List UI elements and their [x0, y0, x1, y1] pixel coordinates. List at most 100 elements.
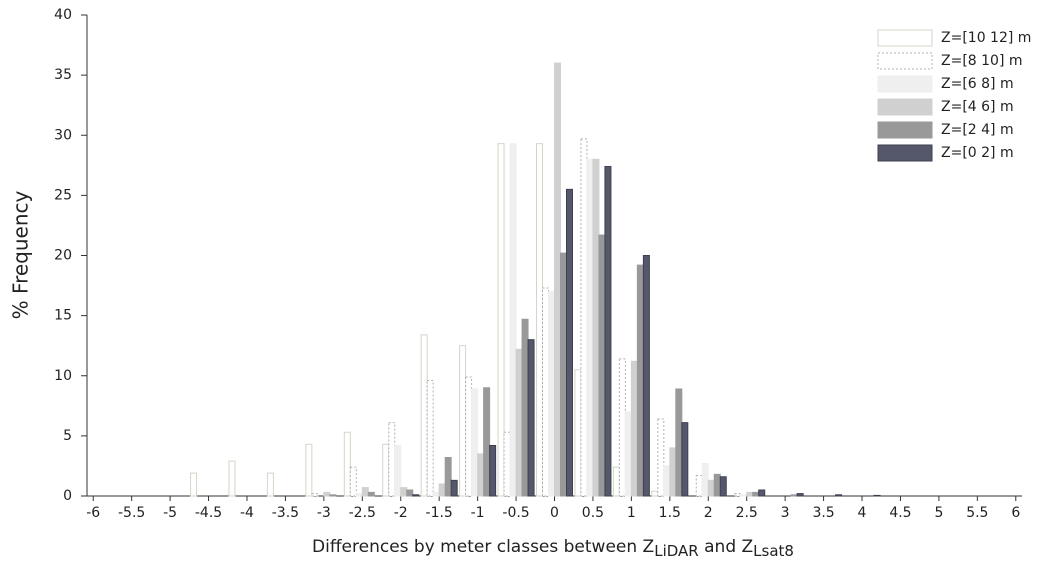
bar [438, 483, 446, 497]
bar [586, 158, 594, 497]
bar [758, 489, 766, 497]
x-axis-label: Differences by meter classes between ZLi… [312, 537, 794, 560]
x-tick-label: -1 [471, 505, 485, 521]
bar [465, 376, 473, 497]
bar [566, 188, 573, 497]
bar [367, 491, 375, 497]
x-label-part: Differences by meter classes between Z [312, 537, 654, 557]
x-tick-label: 1 [627, 505, 636, 521]
bar [323, 491, 331, 497]
legend-label: Z=[8 10] m [941, 53, 1023, 69]
legend-swatch [877, 144, 933, 162]
bar [657, 418, 665, 497]
bar [426, 380, 434, 497]
bar [873, 494, 881, 497]
bar [311, 493, 319, 497]
y-tick-label: 5 [63, 428, 72, 444]
y-axis-label: % Frequency [9, 190, 33, 319]
bar [355, 493, 363, 497]
y-tick-label: 25 [54, 187, 72, 203]
legend-label: Z=[2 4] m [941, 122, 1014, 138]
x-label-part: and Z [699, 537, 753, 557]
bar [471, 388, 479, 497]
bar [651, 490, 659, 497]
x-tick-label: -2.5 [349, 505, 376, 521]
bar [707, 479, 715, 497]
x-tick-label: -3.5 [272, 505, 299, 521]
bar [266, 472, 274, 497]
bar [740, 494, 748, 497]
bar [734, 493, 742, 497]
bar [630, 360, 638, 497]
bar [406, 489, 414, 497]
bar [483, 387, 491, 497]
bar [675, 388, 683, 497]
bar [190, 472, 198, 497]
bar [459, 345, 467, 497]
x-tick-label: -4.5 [195, 505, 222, 521]
x-label-sub: Lsat8 [753, 542, 794, 560]
x-tick-label: 6 [1011, 505, 1020, 521]
x-tick-label: 2 [704, 505, 713, 521]
x-tick-label: -6 [86, 505, 100, 521]
bar [515, 348, 523, 497]
x-tick-label: 5 [934, 505, 943, 521]
bar [642, 255, 650, 497]
bar [713, 473, 721, 497]
x-tick-label: 4.5 [889, 505, 911, 521]
bar [382, 443, 390, 497]
bar [701, 463, 709, 497]
legend-label: Z=[10 12] m [941, 30, 1031, 46]
bar [663, 465, 671, 497]
bar [746, 491, 754, 497]
bar [489, 444, 497, 497]
legend-label: Z=[4 6] m [941, 99, 1014, 115]
x-tick-label: -5 [163, 505, 177, 521]
bar [542, 287, 549, 497]
bar [580, 138, 588, 497]
bar [835, 494, 843, 497]
legend-swatch [877, 52, 933, 70]
bar [536, 143, 543, 497]
legend-swatch [877, 75, 933, 93]
bar [394, 444, 402, 497]
x-tick-label: 0.5 [582, 505, 604, 521]
bar [228, 460, 236, 497]
x-tick-label: 1.5 [659, 505, 681, 521]
y-tick-label: 30 [54, 127, 72, 143]
bar [560, 252, 567, 497]
bar [592, 158, 600, 497]
x-tick-label: -5.5 [118, 505, 145, 521]
bar [388, 422, 396, 497]
bar [695, 475, 703, 497]
bar [400, 487, 408, 497]
legend-swatch [877, 98, 933, 116]
y-tick-label: 35 [54, 67, 72, 83]
bar [305, 443, 313, 497]
bar [477, 453, 485, 497]
bar [681, 422, 689, 497]
bar [444, 457, 452, 497]
bar [554, 62, 561, 497]
bar [521, 318, 529, 497]
bar [548, 291, 555, 497]
bar [497, 143, 505, 497]
x-tick-label: 5.5 [966, 505, 988, 521]
bar [796, 493, 804, 497]
bar [612, 466, 620, 497]
bar [450, 479, 458, 497]
bar [343, 431, 351, 497]
x-tick-label: 0 [550, 505, 559, 521]
bar [361, 487, 369, 497]
bar [624, 411, 632, 497]
bar [503, 431, 511, 497]
bar [349, 466, 357, 497]
bar [598, 234, 606, 497]
x-tick-label: -4 [240, 505, 254, 521]
legend-label: Z=[0 2] m [941, 145, 1014, 161]
x-tick-label: -3 [317, 505, 331, 521]
bar [636, 264, 644, 497]
bar [329, 494, 337, 497]
